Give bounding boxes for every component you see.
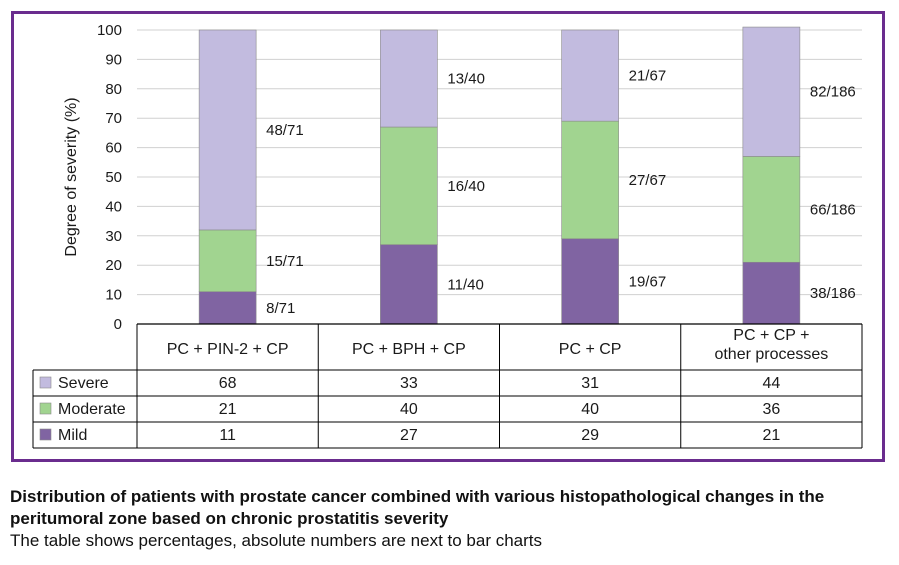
category-label: PC + PIN-2 + CP [167,341,289,358]
bar-mild-1 [198,291,257,325]
bar-count-label: 8/71 [266,300,295,317]
bar-count-label: 21/67 [629,68,667,85]
bar-severe-4 [742,26,801,157]
bar-severe-3 [561,29,619,122]
stacked-bar-chart: 0 10 20 30 40 50 60 70 80 90 100 Degree of severity… [32,22,863,449]
bar-count-label: 13/40 [447,71,485,88]
bar-moderate-3 [561,120,619,240]
bar-mild-4 [742,261,801,325]
bar-count-label: 11/40 [447,276,483,293]
category-label: other processes [714,346,828,363]
bar-moderate-4 [742,156,801,263]
table-value-mild: 21 [762,427,780,444]
table-value-mild: 11 [219,427,236,444]
legend-label-mild: Mild [58,427,87,444]
bar-severe-1 [198,29,257,231]
y-tick-label: 90 [105,51,122,68]
table-value-moderate: 21 [219,401,237,418]
bar-count-label: 82/186 [810,84,856,101]
bar-count-label: 15/71 [266,253,304,270]
caption-subtitle: The table shows percentages, absolute nu… [10,531,543,550]
bar-count-label: 48/71 [266,122,304,139]
figure-caption: Distribution of patients with prostate c… [10,486,895,552]
y-axis-label: Degree of severity (%) [63,97,80,256]
table-value-moderate: 40 [581,401,599,418]
y-tick-label: 30 [105,228,122,245]
bar-count-label: 38/186 [810,285,856,302]
y-tick-label: 0 [114,316,122,333]
table-value-severe: 31 [581,375,599,392]
bar-count-label: 66/186 [810,201,856,218]
bar-count-label: 27/67 [629,172,667,189]
y-tick-label: 20 [105,257,122,274]
y-tick-label: 100 [97,22,122,39]
legend-label-moderate: Moderate [58,401,126,418]
bar-moderate-2 [380,126,438,245]
y-tick-label: 50 [105,169,122,186]
bar-mild-2 [380,244,438,325]
table-value-mild: 27 [400,427,418,444]
bar-severe-2 [380,29,438,128]
bar-mild-3 [561,238,619,325]
y-tick-label: 60 [105,140,122,157]
bar-moderate-1 [198,229,257,292]
category-label: PC + CP + [733,327,809,344]
y-tick-label: 70 [105,110,122,127]
caption-title: Distribution of patients with prostate c… [10,487,825,528]
category-label: PC + CP [559,341,622,358]
table-value-mild: 29 [581,427,599,444]
y-tick-label: 40 [105,198,122,215]
table-value-moderate: 36 [762,401,780,418]
table-value-severe: 68 [219,375,237,392]
table-value-moderate: 40 [400,401,418,418]
y-tick-label: 10 [105,287,122,304]
legend-swatch-severe [39,376,52,389]
legend-swatch-mild [39,428,52,441]
legend-swatch-moderate [39,402,52,415]
figure-frame [11,11,885,462]
bar-count-label: 19/67 [629,273,667,290]
bar-count-label: 16/40 [447,178,485,195]
category-label: PC + BPH + CP [352,341,466,358]
legend-label-severe: Severe [58,375,109,392]
table-value-severe: 44 [762,375,780,392]
y-tick-label: 80 [105,81,122,98]
table-value-severe: 33 [400,375,418,392]
